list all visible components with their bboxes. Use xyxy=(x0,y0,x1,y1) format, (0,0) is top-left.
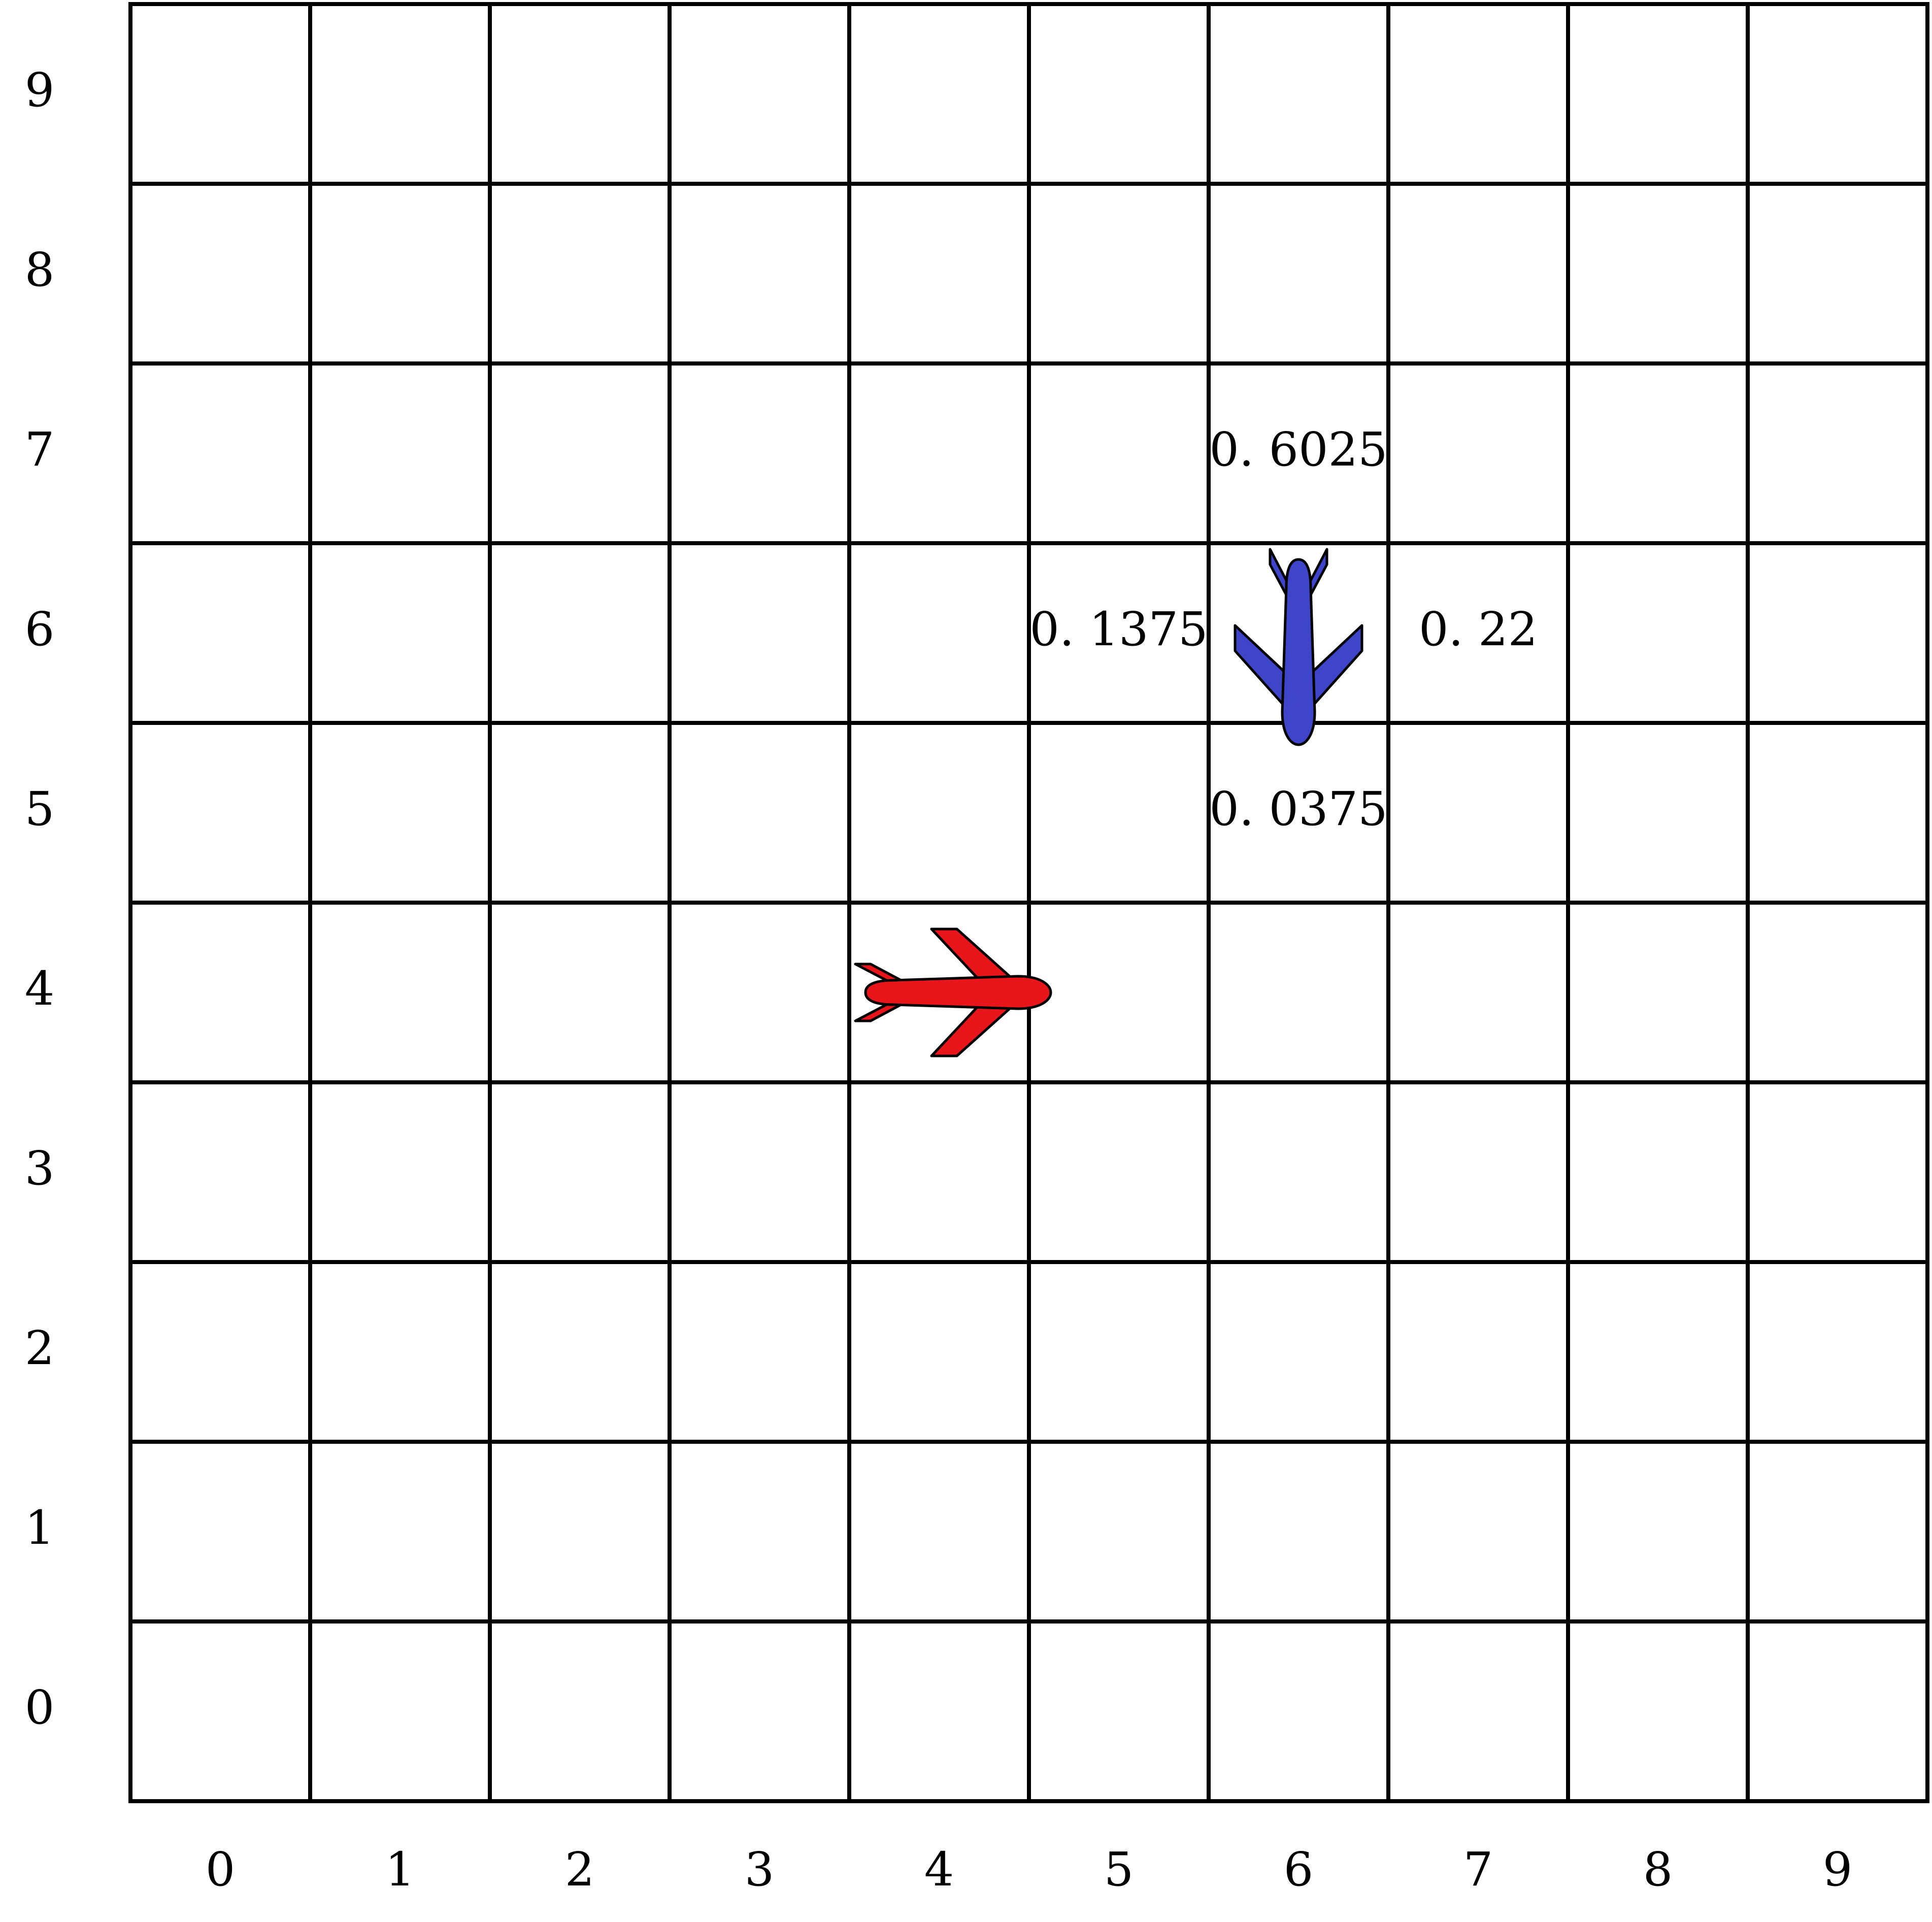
x-axis-label: 6 xyxy=(1284,1842,1314,1897)
prob-left: 0. 1375 xyxy=(1029,602,1208,656)
prob-up: 0. 6025 xyxy=(1209,422,1387,477)
x-axis-label: 5 xyxy=(1104,1842,1134,1897)
y-axis-label: 4 xyxy=(25,962,55,1016)
y-axis-label: 0 xyxy=(25,1680,55,1735)
x-axis-label: 1 xyxy=(385,1842,415,1897)
grid-lines xyxy=(128,2,1929,1803)
y-axis-label: 1 xyxy=(25,1501,55,1555)
x-axis-label: 2 xyxy=(565,1842,595,1897)
x-axis-label: 9 xyxy=(1823,1842,1853,1897)
y-axis-label: 8 xyxy=(25,243,55,297)
probability-labels: 0. 6025 0. 1375 0. 22 0. 0375 xyxy=(1029,422,1538,836)
x-axis-label: 3 xyxy=(745,1842,775,1897)
x-axis-labels: 0 1 2 3 4 5 6 7 8 9 xyxy=(206,1842,1853,1897)
y-axis-label: 5 xyxy=(25,782,55,836)
blue-airplane-icon xyxy=(1234,548,1363,746)
y-axis-label: 2 xyxy=(25,1321,55,1375)
y-axis-label: 6 xyxy=(25,602,55,656)
x-axis-label: 0 xyxy=(206,1842,236,1897)
y-axis-labels: 0 1 2 3 4 5 6 7 8 9 xyxy=(25,63,55,1735)
prob-down: 0. 0375 xyxy=(1209,782,1387,836)
x-axis-label: 7 xyxy=(1463,1842,1493,1897)
x-axis-label: 4 xyxy=(924,1842,954,1897)
y-axis-label: 7 xyxy=(25,422,55,477)
prob-right: 0. 22 xyxy=(1419,602,1538,656)
y-axis-label: 3 xyxy=(25,1141,55,1196)
red-airplane-icon xyxy=(854,927,1052,1057)
y-axis-label: 9 xyxy=(25,63,55,117)
aircraft-layer xyxy=(854,548,1363,1057)
x-axis-label: 8 xyxy=(1643,1842,1673,1897)
